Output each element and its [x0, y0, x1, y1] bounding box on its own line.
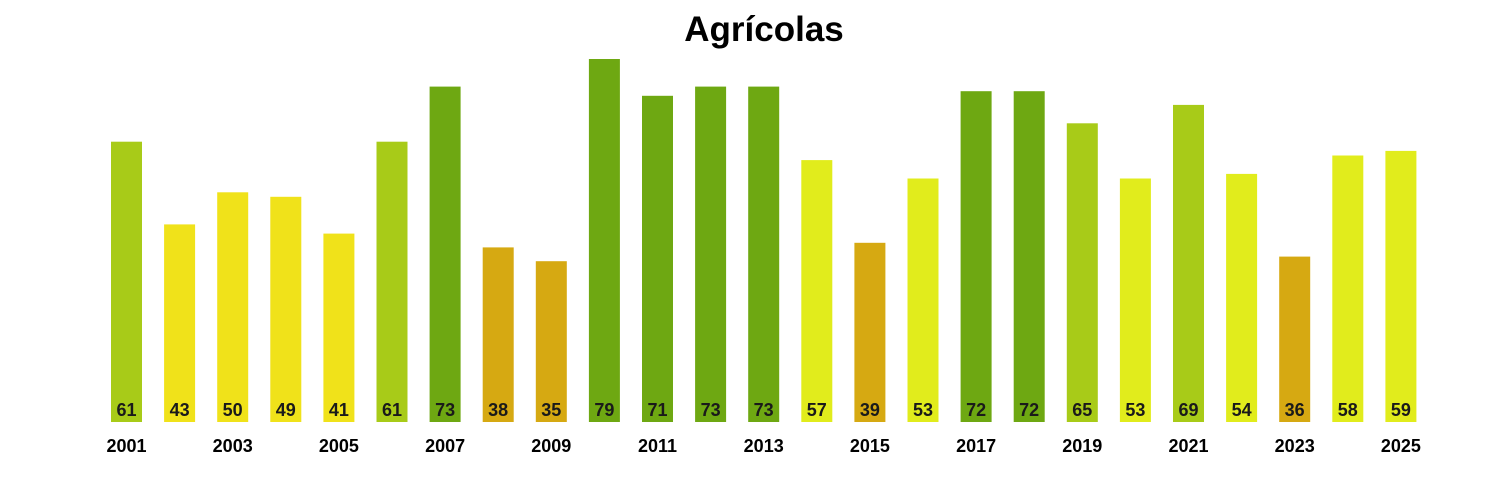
bar-2013: [748, 86, 780, 422]
bar-2021: [1173, 104, 1204, 423]
value-label-2018: 72: [1019, 400, 1039, 420]
x-tick-2011: 2011: [638, 436, 677, 456]
bar-2011: [642, 95, 673, 423]
value-label-2016: 53: [913, 400, 933, 420]
value-label-2007: 73: [435, 400, 455, 420]
x-tick-2015: 2015: [850, 436, 890, 456]
bars-group: [111, 59, 1417, 423]
x-tick-2001: 2001: [106, 436, 146, 456]
value-label-2009: 35: [541, 400, 561, 420]
x-tick-2025: 2025: [1381, 436, 1421, 456]
value-label-2011: 71: [647, 400, 667, 420]
bar-2006: [376, 141, 408, 422]
x-tick-2013: 2013: [744, 436, 784, 456]
bar-2024: [1332, 155, 1364, 422]
x-tick-2021: 2021: [1168, 436, 1208, 456]
bar-2009: [535, 261, 567, 422]
value-label-2010: 79: [594, 400, 614, 420]
bar-2025: [1385, 150, 1417, 422]
bar-2022: [1226, 173, 1258, 422]
value-label-2017: 72: [966, 400, 986, 420]
x-tick-2017: 2017: [956, 436, 996, 456]
value-label-2022: 54: [1232, 400, 1252, 420]
bar-2004: [270, 196, 302, 422]
bar-2003: [217, 192, 249, 422]
bar-2010: [588, 59, 620, 422]
value-label-2015: 39: [860, 400, 880, 420]
value-label-2024: 58: [1338, 400, 1358, 420]
x-tick-2003: 2003: [213, 436, 253, 456]
bar-2005: [323, 233, 355, 422]
bar-2001: [111, 141, 142, 422]
x-tick-2009: 2009: [531, 436, 571, 456]
x-tick-2023: 2023: [1275, 436, 1315, 456]
value-label-2023: 36: [1285, 400, 1305, 420]
value-label-2012: 73: [701, 400, 721, 420]
bar-2023: [1279, 256, 1311, 422]
x-tick-2019: 2019: [1062, 436, 1102, 456]
value-label-2025: 59: [1391, 400, 1411, 420]
value-label-2008: 38: [488, 400, 508, 420]
bar-2014: [801, 160, 833, 422]
bar-2020: [1119, 178, 1151, 422]
value-label-2003: 50: [223, 400, 243, 420]
bar-2018: [1013, 91, 1045, 422]
x-tick-2005: 2005: [319, 436, 359, 456]
value-labels-group: 61 43 50 49 41 61 73 38 35 79 71 73 73 57 39 53 72 72 65 53…: [116, 400, 1410, 420]
bar-2017: [960, 91, 992, 422]
bar-2002: [164, 224, 196, 422]
bar-2015: [854, 242, 886, 422]
value-label-2006: 61: [382, 400, 402, 420]
bar-2008: [482, 247, 514, 422]
bar-2012: [695, 86, 727, 422]
value-label-2005: 41: [329, 400, 349, 420]
value-label-2014: 57: [807, 400, 827, 420]
value-label-2002: 43: [170, 400, 190, 420]
chart-title: Agrícolas: [684, 10, 844, 49]
bar-2007: [429, 86, 461, 422]
value-label-2004: 49: [276, 400, 296, 420]
value-label-2021: 69: [1178, 400, 1198, 420]
x-tick-2007: 2007: [425, 436, 465, 456]
value-label-2013: 73: [754, 400, 774, 420]
x-axis-tick-labels: 2001 2003 2005 2007 2009 2011 2013 2015 2017 2019…: [106, 436, 1420, 456]
bar-2016: [907, 178, 939, 422]
bar-2019: [1066, 123, 1098, 423]
value-label-2001: 61: [116, 400, 136, 420]
value-label-2019: 65: [1072, 400, 1092, 420]
value-label-2020: 53: [1125, 400, 1145, 420]
